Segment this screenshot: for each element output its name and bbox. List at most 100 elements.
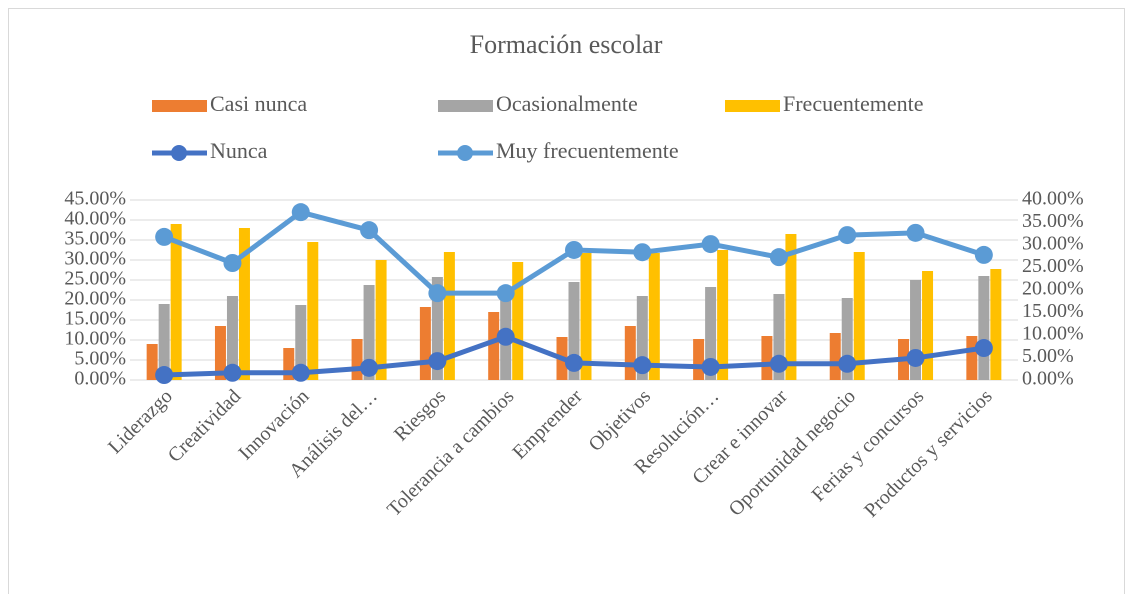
bar: [624, 326, 636, 380]
bar: [283, 348, 295, 380]
y-tick-label: 15.00%: [64, 308, 126, 330]
y2-tick-label: 40.00%: [1022, 188, 1084, 210]
x-tick-label: Objetivos: [585, 385, 656, 456]
y2-tick-label: 20.00%: [1022, 278, 1084, 300]
bar: [431, 277, 443, 380]
x-tick-label: Emprender: [508, 385, 587, 464]
line-marker: [769, 354, 788, 373]
line-marker: [496, 284, 515, 303]
bar: [307, 242, 319, 380]
bar: [295, 305, 307, 380]
y-tick-label: 0.00%: [74, 368, 126, 390]
line-marker: [974, 339, 993, 358]
bar: [978, 276, 990, 380]
line-marker: [701, 357, 720, 376]
line-marker: [291, 203, 310, 222]
y2-tick-label: 15.00%: [1022, 300, 1084, 322]
legend-swatch: [725, 100, 780, 112]
x-tick-label: Tolerancia a cambios: [383, 385, 519, 521]
legend-swatch: [152, 100, 207, 112]
chart-title: Formación escolar: [470, 30, 663, 59]
bar: [841, 298, 853, 380]
bar: [717, 250, 729, 380]
line-marker: [223, 363, 242, 382]
y2-tick-label: 35.00%: [1022, 210, 1084, 232]
bar: [785, 234, 797, 380]
x-tick-label: Creatividad: [164, 385, 246, 467]
bar: [922, 271, 934, 380]
y-tick-label: 45.00%: [64, 188, 126, 210]
bar: [829, 333, 841, 380]
y2-tick-label: 10.00%: [1022, 323, 1084, 345]
line-marker: [360, 358, 379, 377]
bar: [580, 253, 592, 380]
bar: [363, 285, 375, 380]
bar: [238, 228, 250, 380]
y-tick-label: 30.00%: [64, 248, 126, 270]
legend-label: Frecuentemente: [783, 91, 924, 116]
line-marker: [838, 354, 857, 373]
bar: [966, 336, 978, 380]
bar: [146, 344, 158, 380]
legend-marker: [457, 145, 473, 161]
bar: [773, 294, 785, 380]
bar: [226, 296, 238, 380]
y-tick-label: 40.00%: [64, 208, 126, 230]
legend-label: Casi nunca: [210, 91, 307, 116]
y2-tick-label: 0.00%: [1022, 368, 1074, 390]
y-tick-label: 25.00%: [64, 268, 126, 290]
bar: [693, 339, 705, 380]
bar: [853, 252, 865, 380]
line-marker: [155, 366, 174, 385]
legend-label: Nunca: [210, 138, 268, 163]
y2-tick-label: 30.00%: [1022, 233, 1084, 255]
x-tick-label: Oportunidad negocio: [725, 385, 860, 520]
line-marker: [633, 356, 652, 375]
bar: [214, 326, 226, 380]
line-marker: [974, 245, 993, 264]
line-marker: [701, 235, 720, 254]
line-marker: [360, 221, 379, 240]
line-marker: [428, 284, 447, 303]
x-tick-label: Riesgos: [390, 385, 450, 445]
x-tick-label: Productos y servicios: [860, 385, 997, 522]
bar: [488, 312, 500, 380]
y-tick-label: 35.00%: [64, 228, 126, 250]
line-marker: [838, 226, 857, 245]
legend-label: Ocasionalmente: [496, 91, 638, 116]
x-tick-label: Liderazgo: [104, 385, 177, 458]
bar: [351, 339, 363, 380]
bar: [512, 262, 524, 380]
bar: [158, 304, 170, 380]
bar: [568, 282, 580, 380]
bar: [705, 287, 717, 380]
bar: [648, 253, 660, 380]
bar: [375, 260, 387, 380]
line-marker: [565, 240, 583, 259]
y-tick-label: 20.00%: [64, 288, 126, 310]
bar: [170, 224, 182, 380]
y2-tick-label: 5.00%: [1022, 345, 1074, 367]
chart-border: [8, 8, 1125, 594]
bar: [419, 307, 431, 380]
line-marker: [565, 353, 583, 372]
y-tick-label: 10.00%: [64, 328, 126, 350]
line-marker: [496, 327, 515, 346]
legend-label: Muy frecuentemente: [496, 138, 679, 163]
line-marker: [633, 243, 652, 262]
y2-tick-label: 25.00%: [1022, 255, 1084, 277]
line-marker: [223, 254, 242, 272]
bar: [761, 336, 773, 380]
line-marker: [428, 352, 447, 371]
bar: [910, 280, 922, 380]
line-marker: [906, 223, 925, 242]
line-marker: [769, 248, 788, 267]
legend-marker: [171, 145, 187, 161]
line-marker: [906, 348, 925, 367]
bar: [443, 252, 455, 380]
y-tick-label: 5.00%: [74, 348, 126, 370]
legend-swatch: [438, 100, 493, 112]
bar: [636, 296, 648, 380]
line-marker: [291, 363, 310, 382]
